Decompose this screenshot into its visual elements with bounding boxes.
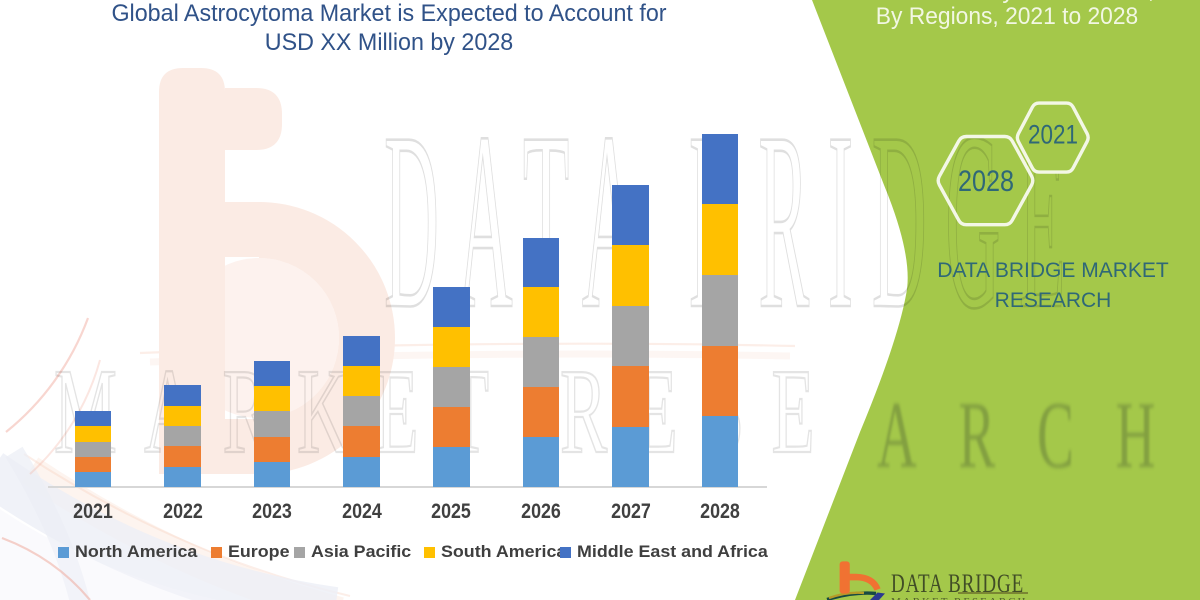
svg-text:2021: 2021	[1028, 120, 1078, 150]
svg-text:2028: 2028	[958, 165, 1014, 198]
